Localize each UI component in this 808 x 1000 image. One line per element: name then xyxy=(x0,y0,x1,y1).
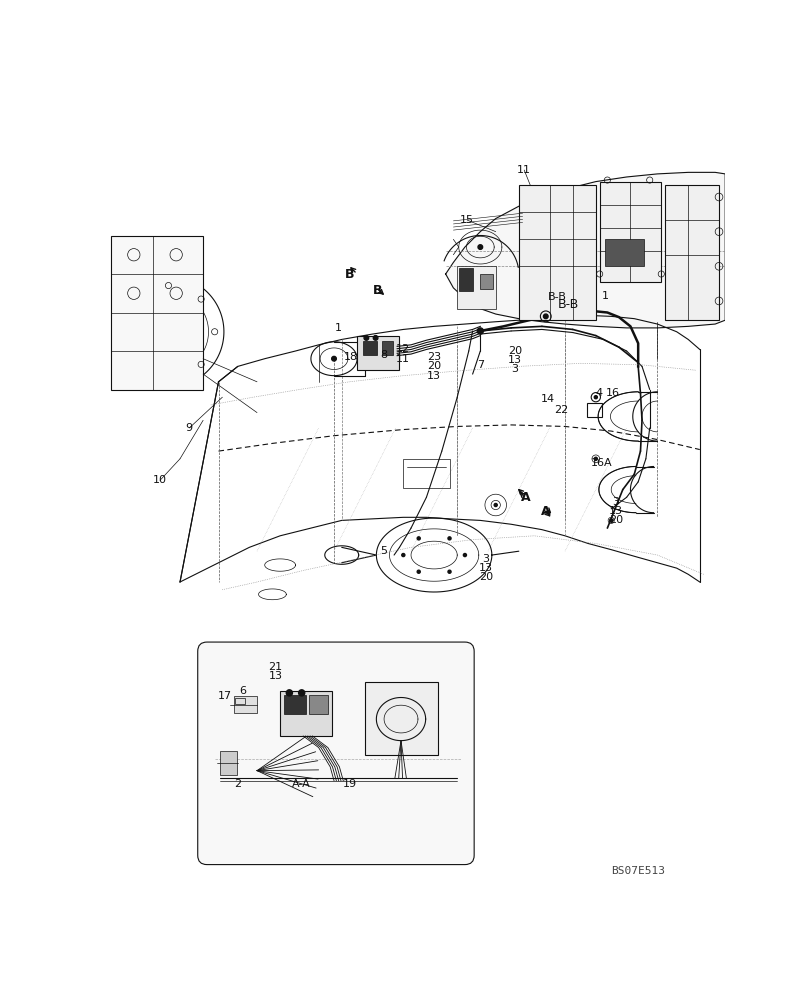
Circle shape xyxy=(417,570,420,573)
FancyBboxPatch shape xyxy=(365,682,438,755)
Polygon shape xyxy=(446,172,726,328)
Circle shape xyxy=(610,519,612,522)
FancyBboxPatch shape xyxy=(519,185,595,320)
Text: 16A: 16A xyxy=(591,458,612,468)
Circle shape xyxy=(286,690,292,696)
Circle shape xyxy=(594,457,597,460)
Circle shape xyxy=(332,356,336,361)
FancyBboxPatch shape xyxy=(605,239,643,266)
Circle shape xyxy=(417,537,420,540)
Text: 1: 1 xyxy=(602,291,608,301)
Text: A: A xyxy=(521,491,531,504)
Text: 9: 9 xyxy=(186,423,193,433)
Text: 18: 18 xyxy=(344,352,358,362)
FancyBboxPatch shape xyxy=(111,235,203,389)
Circle shape xyxy=(544,314,548,319)
Text: 1: 1 xyxy=(335,323,341,333)
Text: BS07E513: BS07E513 xyxy=(611,866,665,876)
Circle shape xyxy=(494,503,497,507)
Text: 6: 6 xyxy=(240,686,246,696)
Text: 11: 11 xyxy=(517,165,531,175)
FancyBboxPatch shape xyxy=(234,696,257,713)
FancyBboxPatch shape xyxy=(357,336,399,370)
Text: B-B: B-B xyxy=(558,298,579,311)
Text: 3: 3 xyxy=(511,364,519,374)
Circle shape xyxy=(373,336,378,340)
Text: B-B: B-B xyxy=(548,292,566,302)
Text: 11: 11 xyxy=(396,354,410,364)
Text: 17: 17 xyxy=(217,691,232,701)
Text: 10: 10 xyxy=(153,475,167,485)
Text: 2: 2 xyxy=(234,779,242,789)
Text: A: A xyxy=(541,505,550,518)
Circle shape xyxy=(364,336,368,340)
Text: 13: 13 xyxy=(609,506,623,516)
FancyBboxPatch shape xyxy=(459,268,473,291)
Text: 3: 3 xyxy=(482,554,489,564)
FancyBboxPatch shape xyxy=(309,695,328,714)
Text: 4: 4 xyxy=(595,388,603,398)
Text: 15: 15 xyxy=(461,215,474,225)
Text: 16: 16 xyxy=(606,388,620,398)
FancyBboxPatch shape xyxy=(198,642,474,865)
Text: 12: 12 xyxy=(396,344,410,354)
Text: 20: 20 xyxy=(508,346,522,356)
Text: 23: 23 xyxy=(427,352,441,362)
Text: 21: 21 xyxy=(268,662,283,672)
Text: 20: 20 xyxy=(608,515,623,525)
Circle shape xyxy=(402,554,405,557)
Text: B: B xyxy=(373,284,383,297)
Text: 13: 13 xyxy=(478,563,493,573)
Text: 8: 8 xyxy=(381,350,388,360)
FancyBboxPatch shape xyxy=(364,341,377,355)
Text: 13: 13 xyxy=(508,355,522,365)
Circle shape xyxy=(594,396,597,399)
Circle shape xyxy=(478,245,482,249)
FancyBboxPatch shape xyxy=(600,182,661,282)
Circle shape xyxy=(299,690,305,696)
Text: 14: 14 xyxy=(541,394,555,404)
Circle shape xyxy=(463,554,466,557)
FancyBboxPatch shape xyxy=(280,691,332,736)
Text: 13: 13 xyxy=(427,371,441,381)
FancyBboxPatch shape xyxy=(665,185,719,320)
FancyBboxPatch shape xyxy=(381,341,393,355)
Text: 19: 19 xyxy=(343,779,356,789)
Text: B: B xyxy=(345,267,354,280)
Text: 5: 5 xyxy=(381,546,388,556)
Text: 13: 13 xyxy=(268,671,283,681)
Text: 20: 20 xyxy=(478,572,493,582)
Circle shape xyxy=(448,537,451,540)
Text: A-A: A-A xyxy=(292,779,311,789)
FancyBboxPatch shape xyxy=(220,751,237,774)
Text: 7: 7 xyxy=(477,360,484,370)
FancyBboxPatch shape xyxy=(284,695,305,714)
Text: 22: 22 xyxy=(554,405,568,415)
Text: 3: 3 xyxy=(612,497,620,507)
Circle shape xyxy=(478,328,483,334)
Circle shape xyxy=(448,570,451,573)
Text: 20: 20 xyxy=(427,361,441,371)
FancyBboxPatch shape xyxy=(457,266,496,309)
FancyBboxPatch shape xyxy=(480,274,493,289)
